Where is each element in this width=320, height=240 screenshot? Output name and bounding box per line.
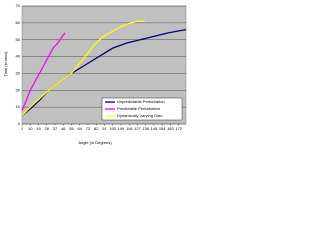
x-tick-label: 64 [77,126,82,131]
x-tick-label: 145 [151,126,158,131]
y-tick-label: 70 [16,3,21,8]
x-tick-label: 1 [21,126,24,131]
chart: Angle (in Degrees) Time (in secs) 0 10 20 3… [3,3,187,145]
y-tick-label: 50 [16,37,21,42]
legend-label: Dynamically Varying Gain [117,113,163,118]
y-tick-label: 30 [16,70,21,75]
x-tick-label: 37 [53,126,58,131]
line [21,28,187,117]
legend [101,97,183,121]
legend-label: Predictable Perturbation [117,106,160,111]
y-tick-label: 10 [16,104,21,109]
legend-label: Unpredictable Perturbation [117,99,165,104]
y-tick-label: 20 [16,87,21,92]
x-tick-label: 10 [28,126,33,131]
x-tick-label: 163 [167,126,174,131]
x-tick-label: 82 [94,126,99,131]
y-axis-label: Time (in secs) [3,51,8,77]
x-tick-label: 55 [69,126,74,131]
x-tick-label: 154 [159,126,166,131]
x-tick-label: 109 [118,126,125,131]
y-tick-label: 40 [16,54,21,59]
x-tick-label: 91 [102,126,107,131]
x-tick-label: 118 [126,126,133,131]
x-tick-label: 46 [61,126,66,131]
x-tick-label: 28 [45,126,50,131]
x-tick-label: 172 [175,126,182,131]
line [21,32,66,111]
x-tick-label: 100 [109,126,116,131]
x-tick-label: 127 [134,126,141,131]
x-axis-label: Angle (in Degrees) [78,140,112,145]
y-tick-label: 60 [16,20,21,25]
x-tick-label: 19 [36,126,41,131]
y-tick-label: 0 [18,121,21,126]
x-tick-label: 73 [86,126,91,131]
line [21,20,145,117]
x-tick-label: 136 [142,126,149,131]
